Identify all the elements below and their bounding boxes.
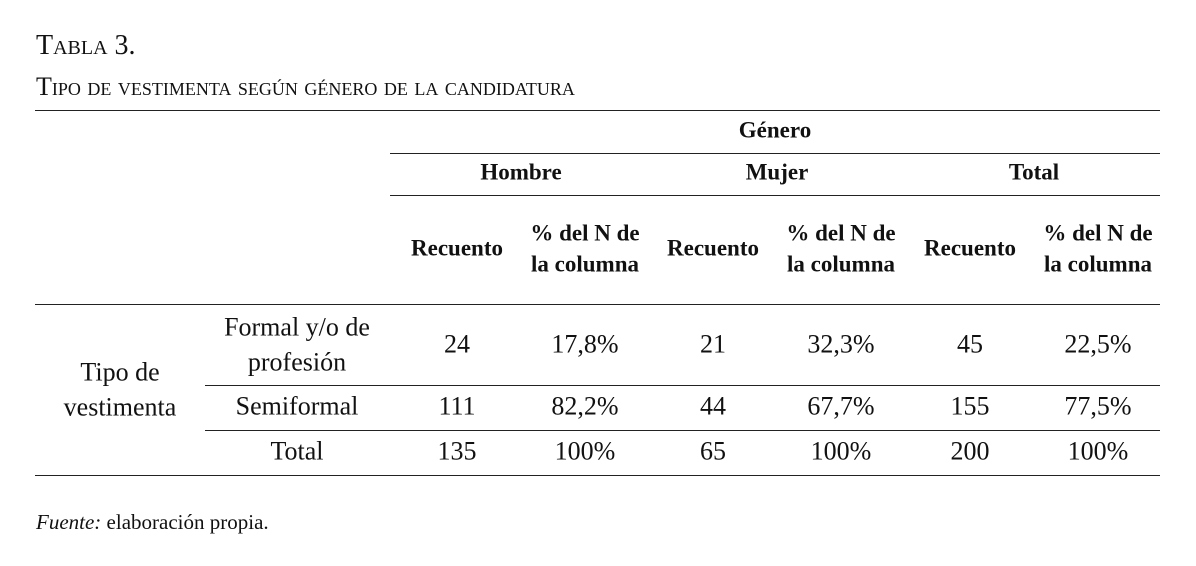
cell: 44 — [700, 391, 726, 421]
row-rule — [205, 430, 1160, 431]
subcolumn-header: Recuento — [411, 235, 503, 261]
subcolumn-header: Recuento — [667, 235, 759, 261]
row-label: Semiformal — [235, 391, 359, 421]
cell: 82,2% — [551, 391, 619, 421]
subcolumn-header: % del N de la columna — [530, 220, 640, 276]
header-rule — [390, 195, 1160, 196]
cell: 200 — [950, 436, 990, 466]
source-label: Fuente: — [36, 510, 102, 534]
cell: 111 — [438, 391, 476, 421]
column-header: Hombre — [480, 159, 562, 185]
table-label: Tabla 3. — [36, 30, 136, 61]
footer: Fuente: elaboración propia. — [36, 510, 269, 535]
cell: 100% — [1067, 436, 1129, 466]
header-bottom-rule — [35, 304, 1160, 305]
header-rule — [390, 153, 1160, 154]
cell: 17,8% — [551, 329, 619, 359]
subcolumn-header: Recuento — [924, 235, 1016, 261]
table-title: Tipo de vestimenta según género de la ca… — [36, 72, 575, 101]
row-group-label: Tipo de vestimenta — [63, 357, 177, 421]
cell: 155 — [950, 391, 990, 421]
cell: 21 — [700, 329, 726, 359]
cell: 32,3% — [807, 329, 875, 359]
bottom-rule — [35, 475, 1160, 476]
row-label: Total — [270, 436, 324, 466]
cell: 77,5% — [1064, 391, 1132, 421]
row-rule — [205, 385, 1160, 386]
cell: 67,7% — [807, 391, 875, 421]
cell: 24 — [444, 329, 470, 359]
source: elaboración propia. — [106, 510, 269, 534]
cell: 22,5% — [1064, 329, 1132, 359]
cell: 45 — [957, 329, 983, 359]
column-header: Total — [1008, 159, 1060, 185]
group-header: Género — [738, 117, 812, 143]
cell: 100% — [810, 436, 872, 466]
cell: 65 — [700, 436, 726, 466]
top-rule — [35, 110, 1160, 111]
subcolumn-header: % del N de la columna — [1043, 220, 1153, 276]
cell: 100% — [554, 436, 616, 466]
cell: 135 — [437, 436, 477, 466]
subcolumn-header: % del N de la columna — [786, 220, 896, 276]
column-header: Mujer — [745, 159, 809, 185]
row-label: Formal y/o de profesión — [224, 312, 370, 376]
